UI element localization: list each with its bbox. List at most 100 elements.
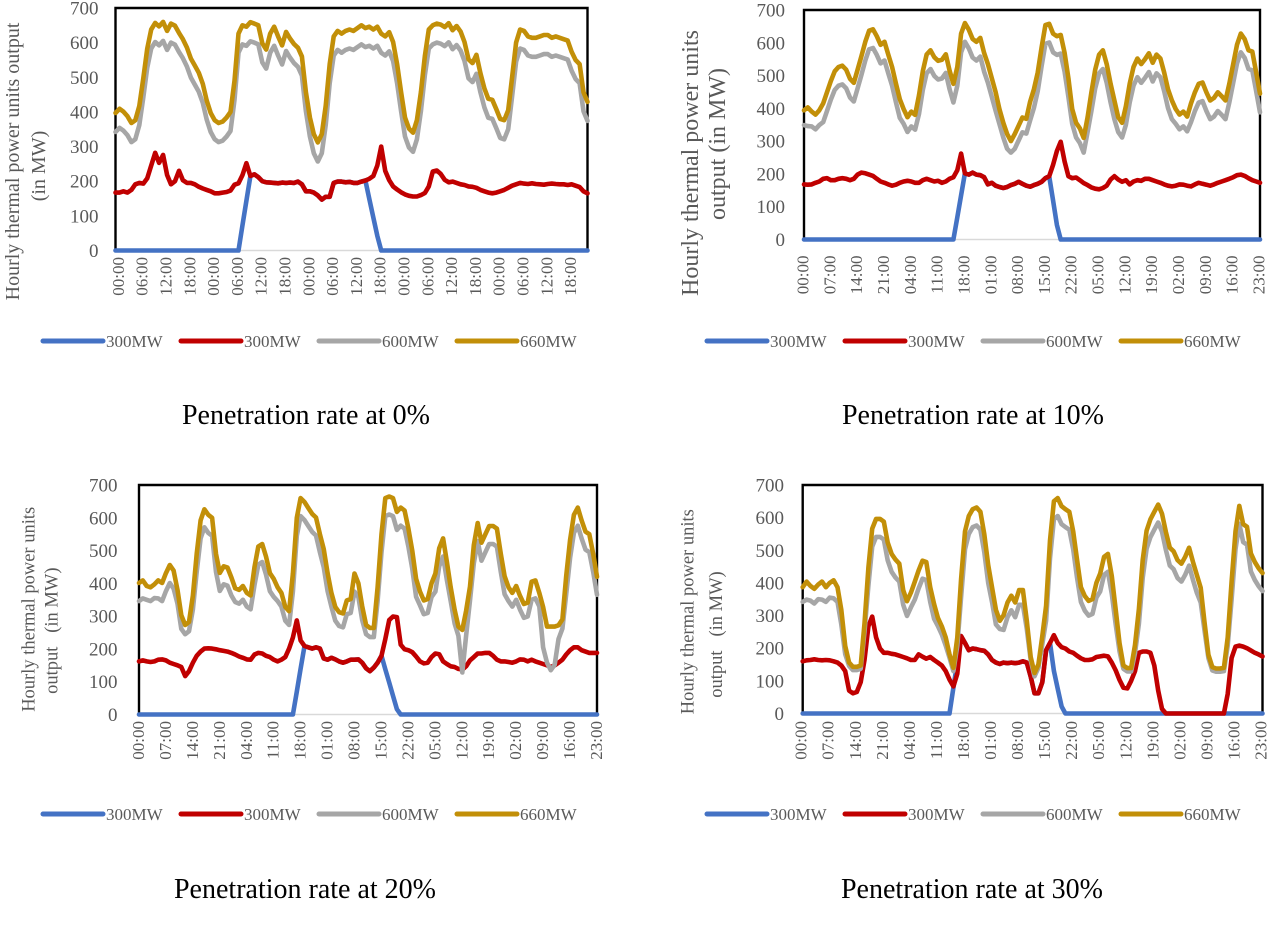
svg-text:300MW: 300MW	[908, 332, 966, 351]
svg-text:01:00: 01:00	[318, 721, 337, 760]
svg-text:02:00: 02:00	[1169, 256, 1188, 295]
svg-text:Hourly thermal power units out: Hourly thermal power units output	[2, 22, 24, 300]
svg-text:18:00: 18:00	[371, 257, 390, 296]
svg-text:15:00: 15:00	[372, 721, 391, 760]
svg-text:06:00: 06:00	[133, 257, 152, 296]
svg-text:23:00: 23:00	[587, 721, 606, 760]
svg-text:100: 100	[89, 672, 118, 693]
svg-text:600MW: 600MW	[382, 332, 440, 351]
svg-text:Penetration rate at 0%: Penetration rate at 0%	[182, 400, 430, 431]
svg-text:Penetration rate at 20%: Penetration rate at 20%	[174, 874, 436, 905]
svg-text:00:00: 00:00	[204, 257, 223, 296]
svg-text:300: 300	[757, 132, 786, 153]
svg-text:15:00: 15:00	[1035, 256, 1054, 295]
svg-text:00:00: 00:00	[792, 721, 811, 760]
svg-text:23:00: 23:00	[1252, 721, 1269, 760]
svg-text:400: 400	[89, 574, 118, 595]
svg-text:700: 700	[756, 476, 785, 497]
svg-text:660MW: 660MW	[520, 332, 578, 351]
svg-text:Hourly thermal power units: Hourly thermal power units	[679, 509, 699, 714]
svg-text:18:00: 18:00	[180, 257, 199, 296]
svg-text:09:00: 09:00	[1197, 721, 1216, 760]
svg-text:600MW: 600MW	[382, 805, 440, 824]
svg-text:700: 700	[70, 0, 99, 20]
svg-text:01:00: 01:00	[981, 721, 1000, 760]
svg-text:output (in MW): output (in MW)	[705, 68, 731, 220]
svg-text:08:00: 08:00	[345, 721, 364, 760]
svg-text:300: 300	[756, 606, 785, 627]
svg-text:06:00: 06:00	[514, 257, 533, 296]
svg-text:00:00: 00:00	[109, 257, 128, 296]
svg-text:00:00: 00:00	[490, 257, 509, 296]
svg-text:08:00: 08:00	[1008, 256, 1027, 295]
svg-text:12:00: 12:00	[1116, 721, 1135, 760]
svg-text:07:00: 07:00	[819, 721, 838, 760]
svg-text:400: 400	[757, 99, 786, 120]
svg-text:300MW: 300MW	[244, 805, 302, 824]
svg-text:700: 700	[757, 1, 786, 22]
svg-text:500: 500	[756, 541, 785, 562]
svg-text:300MW: 300MW	[908, 805, 966, 824]
svg-text:400: 400	[756, 573, 785, 594]
svg-text:15:00: 15:00	[1035, 721, 1054, 760]
svg-text:12:00: 12:00	[537, 257, 556, 296]
svg-text:02:00: 02:00	[1170, 721, 1189, 760]
svg-text:04:00: 04:00	[900, 721, 919, 760]
svg-text:500: 500	[89, 541, 118, 562]
svg-text:300MW: 300MW	[770, 332, 828, 351]
svg-text:12:00: 12:00	[157, 257, 176, 296]
svg-text:08:00: 08:00	[1008, 721, 1027, 760]
svg-text:04:00: 04:00	[901, 256, 920, 295]
svg-text:18:00: 18:00	[466, 257, 485, 296]
svg-text:14:00: 14:00	[846, 721, 865, 760]
svg-text:18:00: 18:00	[561, 257, 580, 296]
svg-text:22:00: 22:00	[398, 721, 417, 760]
svg-text:660MW: 660MW	[1184, 332, 1242, 351]
svg-text:22:00: 22:00	[1062, 256, 1081, 295]
svg-text:500: 500	[70, 68, 99, 89]
svg-text:660MW: 660MW	[520, 805, 578, 824]
svg-text:07:00: 07:00	[820, 256, 839, 295]
svg-text:05:00: 05:00	[425, 721, 444, 760]
svg-text:0: 0	[776, 230, 786, 251]
svg-text:300: 300	[89, 607, 118, 628]
svg-text:200: 200	[757, 164, 786, 185]
svg-text:06:00: 06:00	[323, 257, 342, 296]
svg-text:05:00: 05:00	[1089, 256, 1108, 295]
svg-text:00:00: 00:00	[299, 257, 318, 296]
svg-text:01:00: 01:00	[981, 256, 1000, 295]
svg-text:300: 300	[70, 137, 99, 158]
svg-text:200: 200	[89, 639, 118, 660]
svg-text:660MW: 660MW	[1184, 805, 1242, 824]
svg-text:300MW: 300MW	[106, 332, 164, 351]
svg-text:18:00: 18:00	[276, 257, 295, 296]
svg-text:19:00: 19:00	[1143, 721, 1162, 760]
svg-text:Penetration rate at 10%: Penetration rate at 10%	[842, 400, 1104, 431]
svg-text:200: 200	[756, 639, 785, 660]
svg-text:18:00: 18:00	[954, 256, 973, 295]
svg-text:02:00: 02:00	[506, 721, 525, 760]
svg-text:600: 600	[756, 508, 785, 529]
svg-text:Hourly thermal power units: Hourly thermal power units	[678, 30, 704, 296]
svg-text:00:00: 00:00	[794, 256, 813, 295]
svg-text:16:00: 16:00	[1223, 256, 1242, 295]
svg-text:07:00: 07:00	[156, 721, 175, 760]
svg-text:19:00: 19:00	[479, 721, 498, 760]
svg-text:12:00: 12:00	[442, 257, 461, 296]
svg-text:16:00: 16:00	[560, 721, 579, 760]
svg-text:0: 0	[108, 705, 118, 726]
svg-text:(in MW): (in MW)	[28, 131, 50, 202]
svg-text:300MW: 300MW	[106, 805, 164, 824]
svg-text:11:00: 11:00	[264, 721, 283, 759]
svg-text:00:00: 00:00	[395, 257, 414, 296]
svg-text:100: 100	[756, 671, 785, 692]
svg-text:700: 700	[89, 476, 118, 497]
svg-text:06:00: 06:00	[228, 257, 247, 296]
svg-text:600MW: 600MW	[1046, 805, 1104, 824]
svg-text:600: 600	[757, 33, 786, 54]
svg-text:21:00: 21:00	[210, 721, 229, 760]
svg-text:0: 0	[775, 704, 785, 725]
svg-text:Penetration rate at 30%: Penetration rate at 30%	[841, 874, 1103, 905]
svg-text:400: 400	[70, 102, 99, 123]
svg-text:09:00: 09:00	[533, 721, 552, 760]
